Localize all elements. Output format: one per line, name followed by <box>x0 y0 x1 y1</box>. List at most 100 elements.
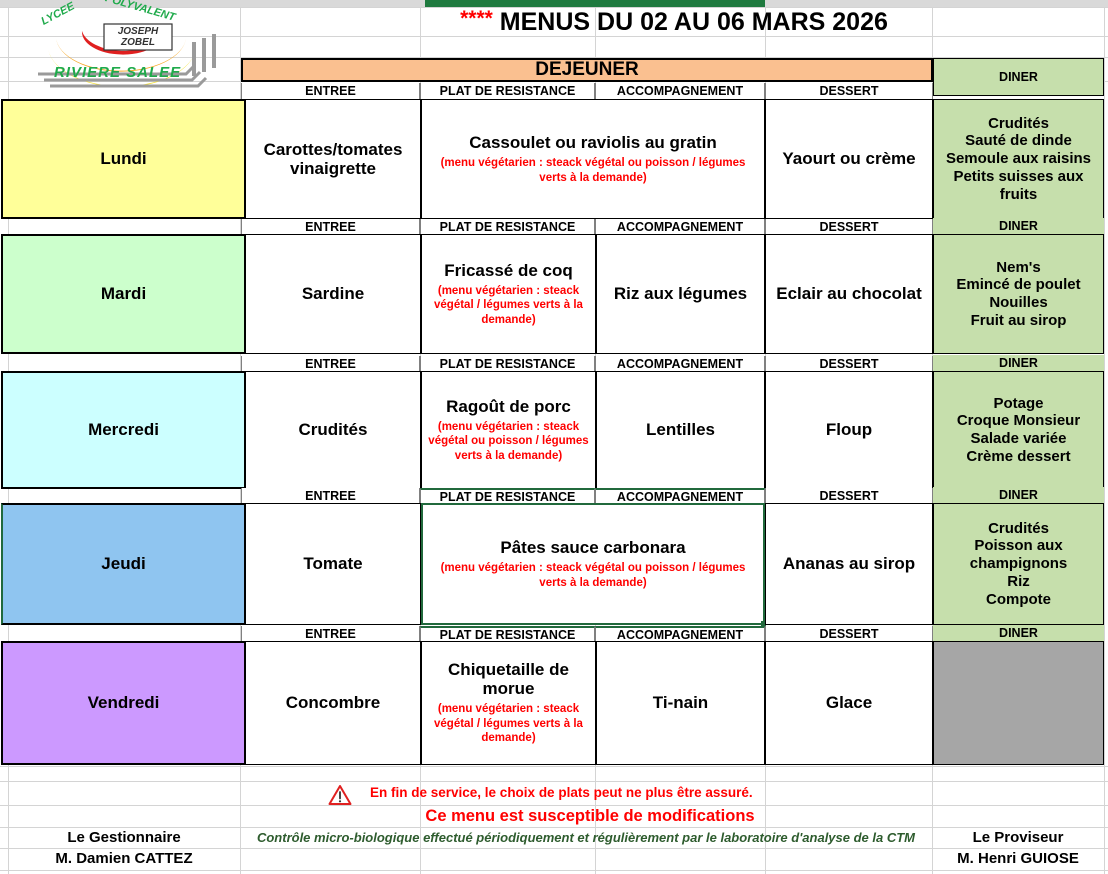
cell-mercredi-accompagnement[interactable]: Lentilles <box>596 371 765 489</box>
title-text: MENUS DU 02 AU 06 MARS 2026 <box>499 8 888 36</box>
gridline <box>1104 0 1105 874</box>
gridline <box>0 870 1108 871</box>
footer-notice-2: Ce menu est susceptible de modifications <box>425 806 755 825</box>
col-header-entree-2: ENTREE <box>241 356 420 371</box>
cell-mercredi-entree[interactable]: Crudités <box>245 371 421 489</box>
col-header-dessert-1: DESSERT <box>765 219 933 234</box>
col-header-diner-4: DINER <box>933 625 1104 641</box>
cell-lundi-dessert[interactable]: Yaourt ou crème <box>765 99 933 219</box>
day-label-vendredi[interactable]: Vendredi <box>1 641 246 765</box>
col-header-diner-1: DINER <box>933 218 1104 234</box>
cell-mardi-entree[interactable]: Sardine <box>245 234 421 354</box>
day-label-mercredi[interactable]: Mercredi <box>1 371 246 489</box>
text-mercredi-dessert: Floup <box>825 420 873 440</box>
logo-graphic: JOSEPH ZOBEL <box>38 23 216 88</box>
footer-right-role: Le Proviseur <box>972 828 1064 846</box>
diner-item: champignons <box>969 555 1068 573</box>
title-stars: **** <box>460 8 493 31</box>
diner-item: Crudités <box>988 114 1049 132</box>
cell-vendredi-diner[interactable] <box>933 641 1104 765</box>
day-label-mardi[interactable]: Mardi <box>1 234 246 354</box>
col-header-entree-0: ENTREE <box>241 83 420 99</box>
text-mardi-entree: Sardine <box>301 284 365 304</box>
diner-item: Petits suisses aux <box>953 167 1084 185</box>
logo-bottom-text: RIVIERE SALEE <box>54 64 182 81</box>
diner-item: Nem's <box>996 258 1041 276</box>
col-header-entree-3: ENTREE <box>241 488 420 503</box>
lunch-header: DEJEUNER <box>241 58 933 82</box>
text-jeudi-dessert: Ananas au sirop <box>782 554 916 574</box>
gridline <box>0 827 1108 828</box>
warning-triangle-icon <box>328 784 352 806</box>
text-lundi-dessert: Yaourt ou crème <box>782 149 916 169</box>
cell-lundi-diner[interactable]: Crudités Sauté de dinde Semoule aux rais… <box>933 99 1104 219</box>
text-mardi-veg: (menu végétarien : steack végétal / légu… <box>434 284 583 326</box>
selection-fill-handle[interactable] <box>761 621 766 626</box>
text-vendredi-entree: Concombre <box>285 693 381 713</box>
col-header-entree-4: ENTREE <box>241 626 420 641</box>
col-header-accompagnement-0: ACCOMPAGNEMENT <box>595 83 765 99</box>
text-lundi-entree: Carottes/tomates vinaigrette <box>263 139 403 178</box>
svg-text:JOSEPH: JOSEPH <box>118 26 159 37</box>
cell-vendredi-accompagnement[interactable]: Ti-nain <box>596 641 765 765</box>
diner-item: Croque Monsieur <box>956 412 1081 430</box>
cell-jeudi-plat[interactable]: Pâtes sauce carbonara (menu végétarien :… <box>421 503 765 625</box>
footer-left-role: Le Gestionnaire <box>67 828 181 846</box>
col-header-accompagnement-3: ACCOMPAGNEMENT <box>595 488 765 503</box>
text-lundi-veg: (menu végétarien : steack végétal ou poi… <box>440 157 746 184</box>
cell-lundi-entree[interactable]: Carottes/tomates vinaigrette <box>245 99 421 219</box>
text-mardi-dessert: Eclair au chocolat <box>776 284 922 304</box>
gridline <box>0 781 1108 782</box>
text-vendredi-veg: (menu végétarien : steack végétal / légu… <box>434 703 583 745</box>
svg-text:ZOBEL: ZOBEL <box>120 37 155 48</box>
cell-mardi-dessert[interactable]: Eclair au chocolat <box>765 234 933 354</box>
text-jeudi-entree: Tomate <box>303 554 363 574</box>
diner-item: Compote <box>986 590 1051 608</box>
cell-mercredi-diner[interactable]: Potage Croque Monsieur Salade variée Crè… <box>933 371 1104 489</box>
footer-notice-1: En fin de service, le choix de plats peu… <box>370 785 753 801</box>
footer-right-name: M. Henri GUIOSE <box>957 849 1079 867</box>
column-header-selection <box>425 0 765 7</box>
gridline <box>0 7 1108 8</box>
col-header-accompagnement-4: ACCOMPAGNEMENT <box>595 626 765 641</box>
gridline <box>0 848 1108 849</box>
col-header-dessert-3: DESSERT <box>765 488 933 503</box>
text-jeudi-veg: (menu végétarien : steack végétal ou poi… <box>440 562 746 589</box>
school-logo: JOSEPH ZOBEL LYCEE POLYVALENT RIVIERE SA… <box>18 0 230 94</box>
cell-jeudi-entree[interactable]: Tomate <box>245 503 421 625</box>
text-vendredi-dessert: Glace <box>825 693 873 713</box>
diner-item: Crudités <box>988 519 1049 537</box>
text-mercredi-entree: Crudités <box>298 420 368 440</box>
col-header-entree-1: ENTREE <box>241 219 420 234</box>
cell-jeudi-dessert[interactable]: Ananas au sirop <box>765 503 933 625</box>
col-header-diner-2: DINER <box>933 355 1104 371</box>
col-header-accompagnement-2: ACCOMPAGNEMENT <box>595 356 765 371</box>
col-header-dessert-2: DESSERT <box>765 356 933 371</box>
cell-mercredi-dessert[interactable]: Floup <box>765 371 933 489</box>
cell-mercredi-plat[interactable]: Ragoût de porc (menu végétarien : steack… <box>421 371 596 489</box>
diner-item: Emincé de poulet <box>956 276 1081 294</box>
text-mardi-accompagnement: Riz aux légumes <box>613 284 748 304</box>
dinner-header: DINER <box>933 58 1104 96</box>
cell-mardi-diner[interactable]: Nem's Emincé de poulet Nouilles Fruit au… <box>933 234 1104 354</box>
cell-vendredi-dessert[interactable]: Glace <box>765 641 933 765</box>
cell-vendredi-plat[interactable]: Chiquetaille de morue (menu végétarien :… <box>421 641 596 765</box>
diner-item: Crème dessert <box>966 447 1071 465</box>
cell-vendredi-entree[interactable]: Concombre <box>245 641 421 765</box>
diner-item: Semoule aux raisins <box>945 150 1092 168</box>
diner-item: fruits <box>999 185 1038 203</box>
cell-lundi-plat[interactable]: Cassoulet ou raviolis au gratin (menu vé… <box>421 99 765 219</box>
diner-item: Nouilles <box>989 294 1048 311</box>
col-header-plat-0: PLAT DE RESISTANCE <box>420 83 595 99</box>
cell-mardi-accompagnement[interactable]: Riz aux légumes <box>596 234 765 354</box>
day-label-jeudi[interactable]: Jeudi <box>1 503 246 625</box>
diner-item: Potage <box>993 394 1044 412</box>
gridline <box>0 36 1108 37</box>
cell-mardi-plat[interactable]: Fricassé de coq (menu végétarien : steac… <box>421 234 596 354</box>
cell-jeudi-diner[interactable]: Crudités Poisson aux champignons Riz Com… <box>933 503 1104 625</box>
day-label-lundi[interactable]: Lundi <box>1 99 246 219</box>
col-header-plat-4: PLAT DE RESISTANCE <box>420 626 595 641</box>
diner-item: Fruit au sirop <box>970 311 1067 329</box>
footer-ctm-note: Contrôle micro-biologique effectué pério… <box>256 829 916 845</box>
col-header-diner-3: DINER <box>933 487 1104 503</box>
